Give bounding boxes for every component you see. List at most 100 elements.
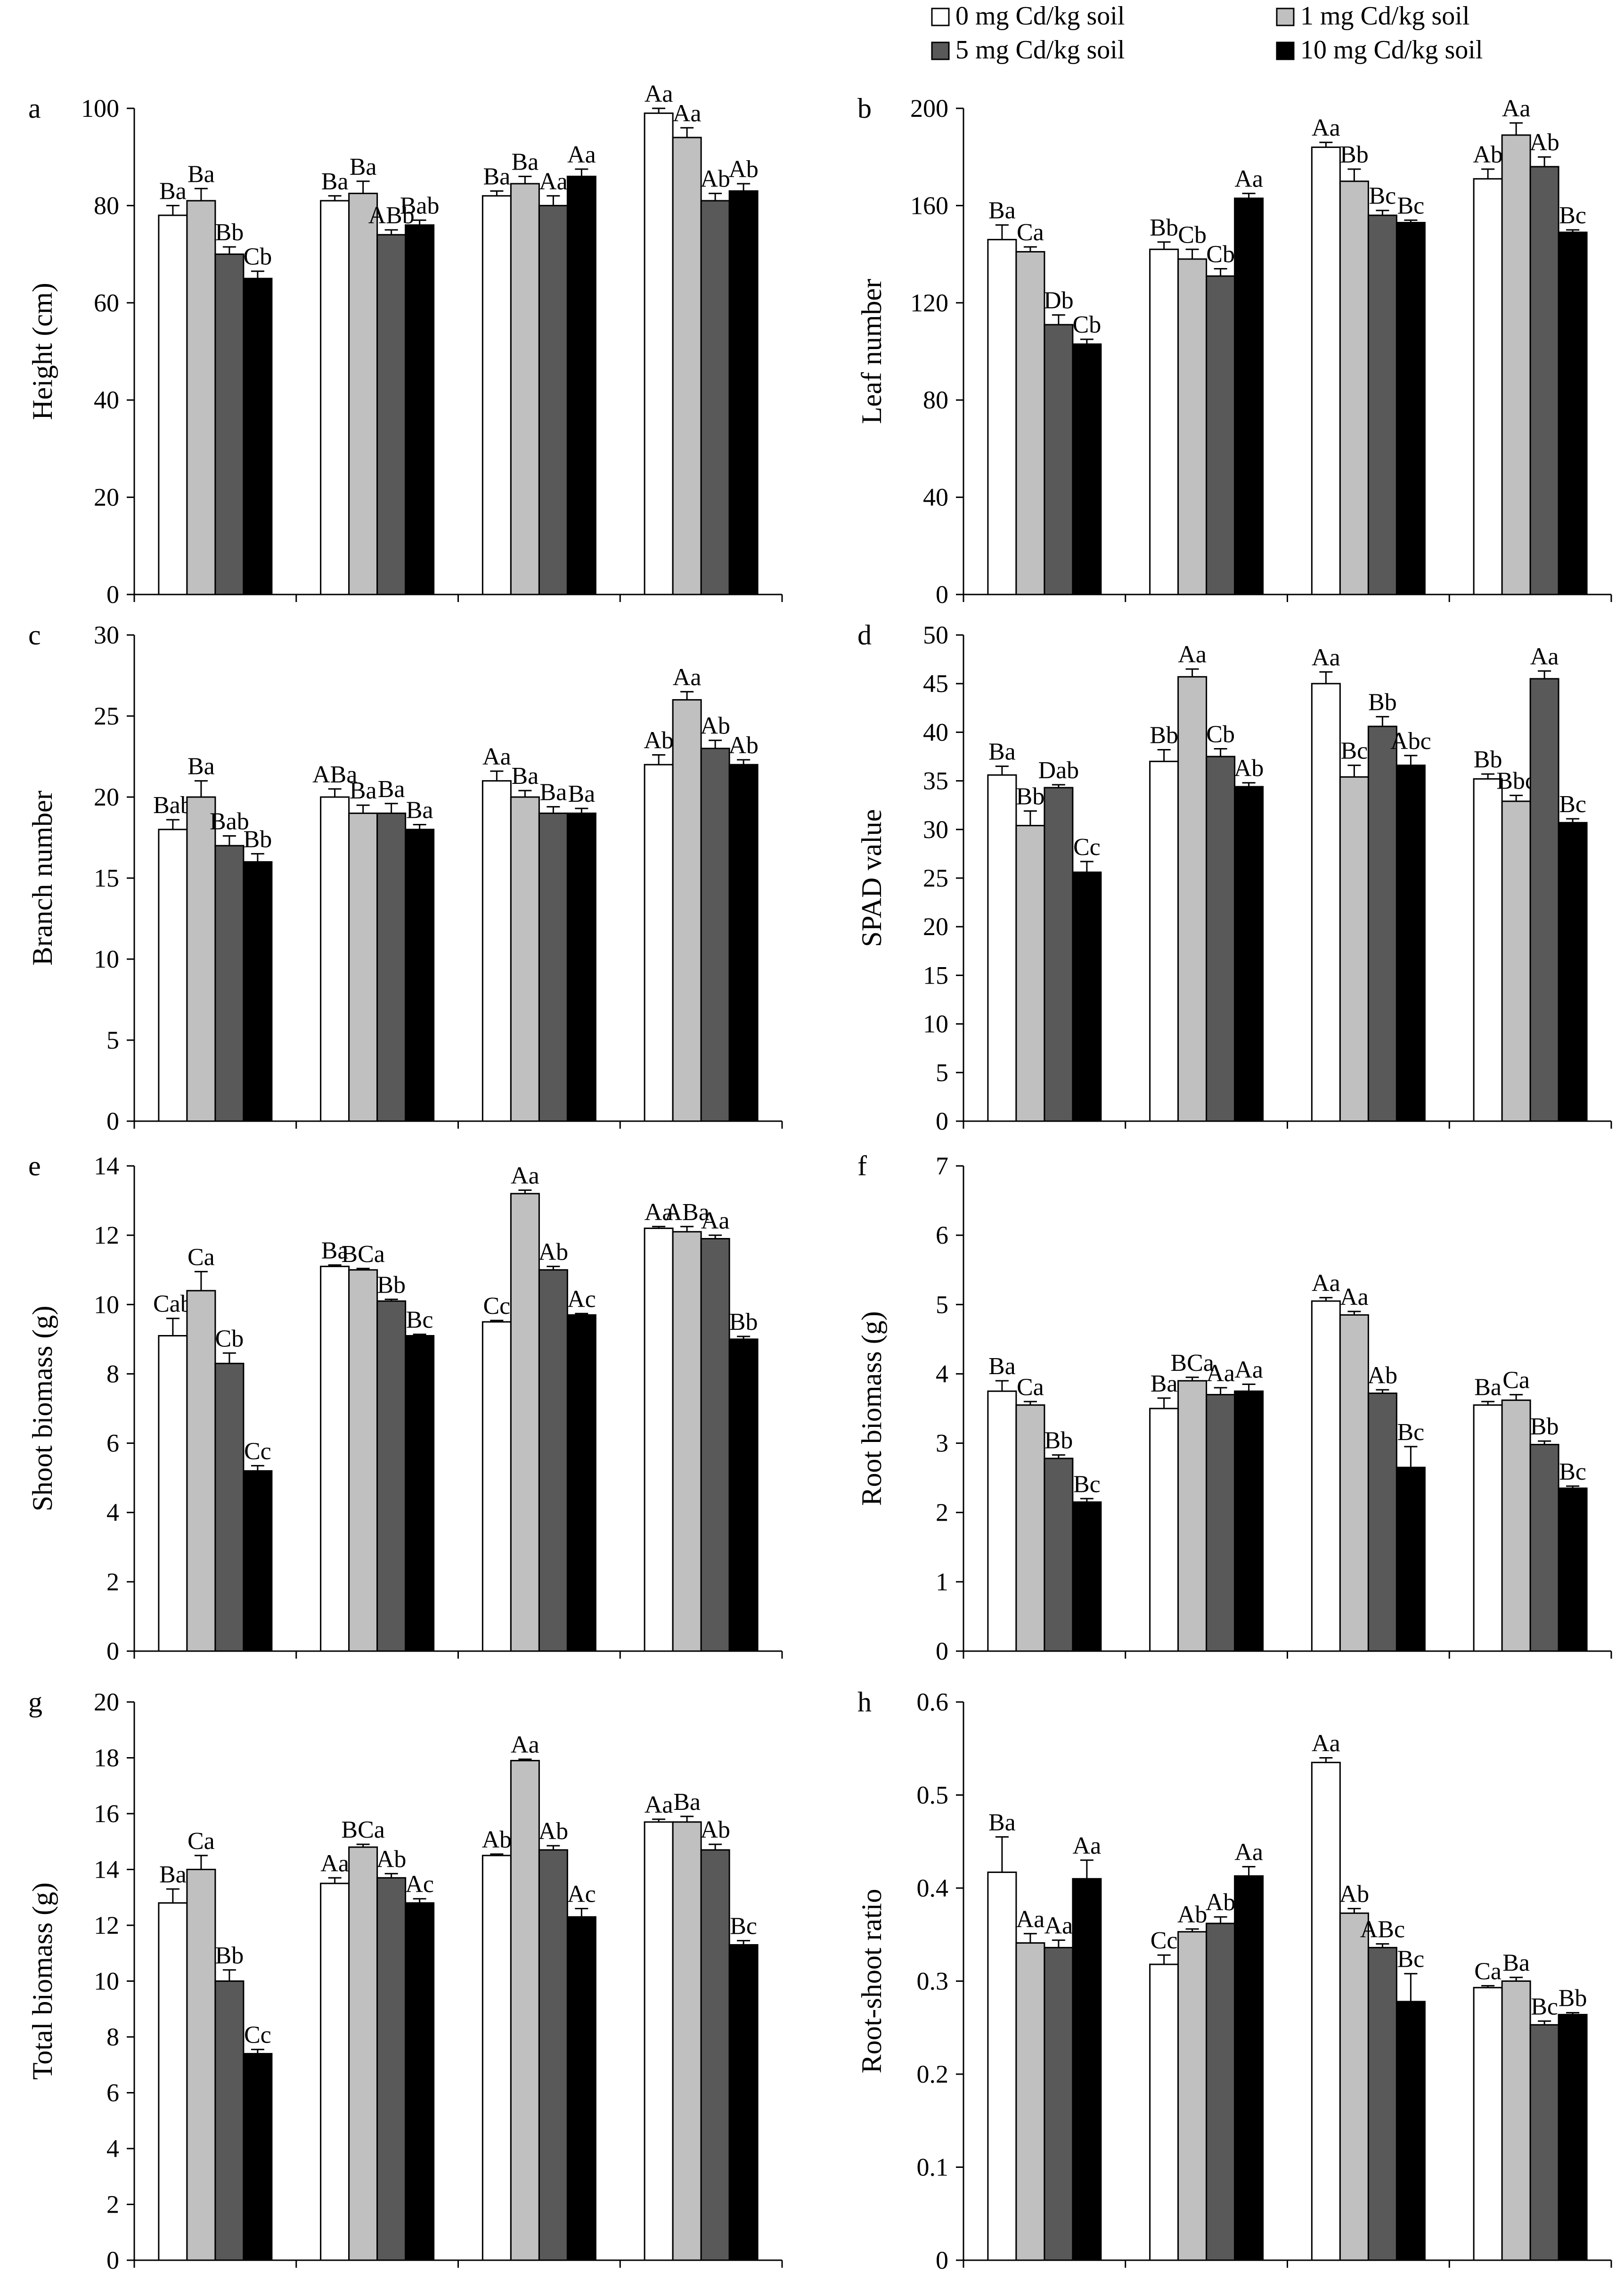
bar (348, 193, 378, 595)
bar (728, 190, 759, 595)
bar (1015, 1404, 1045, 1652)
significance-label: Aa (1502, 95, 1531, 122)
y-tick-label: 0 (936, 580, 948, 609)
legend-swatch (931, 41, 950, 60)
bar (376, 812, 407, 1122)
panel-label: h (857, 1686, 872, 1718)
y-tick-label: 20 (923, 912, 948, 941)
significance-label: Abc (1390, 728, 1431, 755)
bar (700, 748, 730, 1122)
significance-label: Bb (1559, 1985, 1587, 2012)
significance-label: Ac (567, 1881, 596, 1907)
panel-e: e Shoot biomass (g) 0 2 4 6 8 10 12 14 Cab Ca Cb Cc Ba… (27, 1150, 783, 1665)
significance-label: Ab (376, 1846, 407, 1873)
significance-label: Aa (482, 743, 511, 770)
significance-label: Cc (244, 1438, 271, 1465)
bar (214, 1980, 245, 2261)
significance-label: Ba (159, 178, 187, 204)
bar (644, 764, 674, 1122)
panel-label: d (857, 619, 872, 651)
bar (1149, 1408, 1179, 1652)
y-tick-label: 35 (923, 767, 948, 795)
panel-label: a (28, 93, 41, 124)
panel-label: b (857, 93, 872, 124)
legend-label: 5 mg Cd/kg soil (955, 35, 1125, 65)
significance-label: Cb (1206, 721, 1235, 748)
significance-label: Ab (728, 156, 759, 183)
bar (728, 764, 759, 1122)
y-axis-title: Root-shoot ratio (856, 1889, 887, 2074)
bar (1501, 1980, 1531, 2261)
bar (672, 1821, 702, 2261)
bar (1529, 2024, 1559, 2261)
significance-label: Ba (988, 1809, 1016, 1836)
significance-label: Ab (1368, 1362, 1398, 1389)
significance-label: Aa (511, 1731, 539, 1758)
significance-label: Ba (673, 1789, 701, 1816)
y-tick-label: 1 (936, 1568, 948, 1596)
bar (1072, 1878, 1102, 2261)
significance-label: Cab (153, 1291, 193, 1318)
bar (1149, 1963, 1179, 2261)
bar (1529, 1444, 1559, 1652)
significance-label: Ab (728, 732, 759, 759)
significance-label: Aa (1312, 1270, 1340, 1297)
significance-label: Ab (539, 1818, 569, 1845)
significance-label: Ca (1017, 219, 1044, 246)
significance-label: Ba (350, 777, 377, 804)
significance-label: Ba (511, 148, 539, 175)
bar (1473, 1404, 1503, 1652)
bar (1473, 1987, 1503, 2261)
significance-label: Aa (1312, 1730, 1340, 1757)
significance-label: Bc (1340, 738, 1368, 765)
y-tick-label: 10 (923, 1010, 948, 1038)
significance-label: Aa (1340, 1284, 1369, 1311)
bar (1206, 1394, 1236, 1652)
significance-label: Ba (1151, 1370, 1178, 1397)
y-tick-label: 120 (910, 289, 948, 317)
y-tick-label: 8 (106, 2023, 119, 2051)
bar (1311, 1761, 1341, 2261)
bar (1149, 248, 1179, 595)
significance-label: Aa (645, 81, 673, 107)
y-tick-label: 40 (923, 718, 948, 746)
bar (1234, 197, 1264, 595)
y-tick-label: 16 (94, 1800, 119, 1828)
significance-label: Ca (188, 1244, 215, 1270)
significance-label: Ab (644, 727, 674, 754)
significance-label: Ac (567, 1286, 596, 1312)
significance-label: Aa (1016, 1906, 1045, 1933)
bar (700, 1849, 730, 2261)
significance-label: Bb (1340, 141, 1369, 168)
significance-label: BCa (341, 1816, 384, 1843)
significance-label: Bc (1397, 192, 1424, 219)
legend-label: 10 mg Cd/kg soil (1300, 35, 1483, 65)
bar (214, 1362, 245, 1652)
bar (405, 224, 435, 595)
y-tick-label: 0 (106, 1637, 119, 1665)
significance-label: Bc (406, 1307, 433, 1334)
significance-label: Ba (1502, 1950, 1530, 1977)
significance-label: Ab (1234, 755, 1264, 782)
significance-label: Ac (405, 1871, 434, 1898)
significance-label: Bc (1369, 183, 1396, 210)
legend-swatch (1276, 8, 1295, 26)
significance-label: Aa (673, 100, 702, 127)
bar (538, 1849, 568, 2261)
significance-label: Ba (568, 781, 595, 807)
y-axis-title: Height (cm) (27, 283, 58, 420)
bar (158, 214, 188, 595)
significance-label: Bb (244, 826, 272, 853)
y-tick-label: 10 (94, 945, 119, 973)
bar (566, 1916, 596, 2261)
bar (987, 239, 1017, 595)
y-tick-label: 0.4 (917, 1874, 949, 1902)
bar (1395, 2001, 1426, 2261)
significance-label: Db (1044, 287, 1074, 314)
y-tick-label: 80 (94, 191, 119, 220)
bar (566, 812, 596, 1122)
bar (1529, 678, 1559, 1122)
